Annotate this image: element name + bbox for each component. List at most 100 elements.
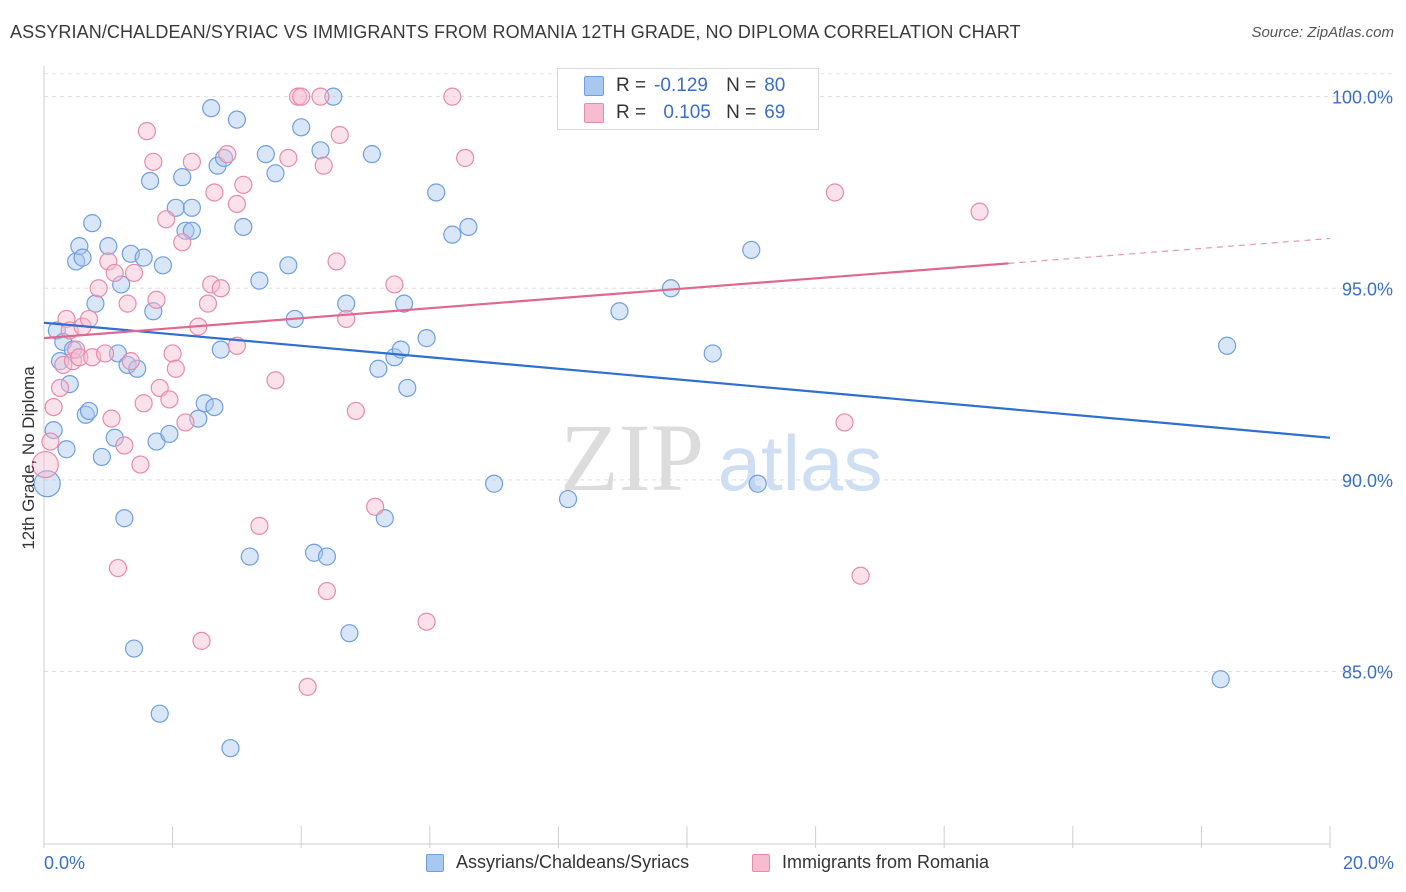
- data-point: [459, 217, 478, 237]
- data-point: [173, 233, 192, 252]
- axes: [43, 66, 1331, 848]
- data-point: [292, 118, 311, 137]
- data-point: [163, 344, 182, 363]
- correlation-legend: R = -0.129 N = 80 R = 0.105 N = 69: [557, 68, 819, 130]
- data-point: [327, 252, 346, 271]
- data-point: [160, 424, 179, 444]
- data-point: [112, 275, 131, 294]
- data-point: [292, 87, 311, 106]
- data-point: [198, 294, 218, 313]
- data-point: [394, 294, 414, 313]
- data-point: [124, 263, 144, 283]
- stat-r-label: R =: [616, 75, 647, 96]
- data-point: [298, 677, 317, 696]
- stat-r-value: 0.105: [663, 102, 711, 123]
- data-point: [124, 639, 144, 658]
- legend-swatch-romania: [752, 853, 770, 872]
- data-point: [279, 148, 298, 168]
- data-point: [558, 489, 578, 509]
- data-point: [443, 225, 462, 244]
- y-tick-label: 100.0%: [1332, 88, 1393, 108]
- data-point: [485, 474, 504, 493]
- data-point: [115, 436, 134, 455]
- data-point: [279, 256, 298, 275]
- y-tick-label: 90.0%: [1342, 471, 1393, 491]
- data-point: [79, 401, 99, 421]
- data-point: [311, 141, 330, 160]
- y-axis-label: 12th Grade, No Diploma: [19, 366, 38, 550]
- data-point: [970, 202, 989, 221]
- legend-label-romania: Immigrants from Romania: [782, 852, 990, 872]
- data-point: [118, 294, 137, 313]
- stat-swatch-romania: [584, 103, 604, 123]
- data-point: [825, 183, 844, 202]
- data-point: [227, 194, 246, 214]
- stat-r-value: -0.129: [654, 75, 708, 96]
- data-point: [240, 547, 259, 566]
- data-point: [346, 401, 365, 421]
- data-point: [57, 309, 76, 329]
- trend-line-extension-romania: [1008, 237, 1331, 264]
- data-point: [115, 509, 134, 528]
- data-point: [89, 279, 108, 298]
- data-point: [1218, 336, 1237, 355]
- x-tick-label-min: 0.0%: [44, 853, 85, 873]
- data-point: [99, 252, 118, 271]
- stat-n-label: N =: [726, 75, 757, 96]
- data-point: [137, 122, 156, 141]
- data-point: [121, 352, 140, 371]
- data-point: [176, 413, 195, 432]
- data-point: [44, 397, 63, 417]
- data-point: [182, 152, 201, 171]
- data-point: [227, 110, 246, 129]
- data-point: [427, 183, 446, 202]
- legend-swatch-assyrian: [426, 853, 444, 872]
- data-point: [337, 309, 356, 329]
- data-point: [105, 263, 124, 283]
- data-point: [205, 397, 224, 417]
- data-point: [41, 432, 60, 451]
- legend-item-romania[interactable]: Immigrants from Romania: [752, 852, 989, 873]
- data-point: [86, 294, 105, 313]
- data-point: [108, 558, 128, 578]
- data-point: [102, 409, 121, 428]
- data-point: [202, 275, 221, 294]
- data-point: [70, 237, 89, 256]
- data-point: [192, 631, 211, 650]
- y-tick-label: 95.0%: [1342, 279, 1393, 299]
- stat-n-value: 80: [764, 75, 786, 96]
- data-point: [95, 344, 115, 363]
- data-point: [211, 279, 230, 298]
- legend-item-assyrian[interactable]: Assyrians/Chaldeans/Syriacs: [426, 852, 689, 873]
- data-point: [369, 359, 388, 378]
- data-point: [851, 566, 870, 585]
- y-tick-labels: 85.0% 90.0% 95.0% 100.0%: [1332, 88, 1393, 683]
- data-point: [99, 237, 118, 256]
- data-point: [182, 198, 201, 217]
- watermark-zip: ZIP: [560, 404, 704, 511]
- data-point: [83, 214, 102, 233]
- watermark-atlas: atlas: [718, 419, 883, 507]
- x-tick-label-max: 20.0%: [1343, 853, 1394, 873]
- data-point: [1211, 670, 1230, 689]
- data-point: [92, 447, 111, 467]
- stat-n-value: 69: [764, 102, 786, 123]
- data-point: [131, 455, 150, 474]
- data-point: [234, 217, 253, 237]
- stat-r-label: R =: [616, 102, 647, 123]
- data-point: [195, 394, 214, 413]
- data-point: [134, 248, 153, 267]
- data-point: [205, 183, 224, 202]
- data-point: [73, 248, 92, 267]
- data-point: [140, 171, 160, 191]
- data-point: [330, 125, 349, 145]
- data-point: [54, 355, 73, 375]
- legend-label-assyrian: Assyrians/Chaldeans/Syriacs: [456, 852, 690, 872]
- data-point: [311, 87, 330, 106]
- data-point: [266, 371, 285, 390]
- data-point: [202, 99, 221, 118]
- data-point: [50, 378, 70, 398]
- data-point: [79, 309, 99, 329]
- data-point: [456, 148, 475, 168]
- data-point: [703, 344, 722, 363]
